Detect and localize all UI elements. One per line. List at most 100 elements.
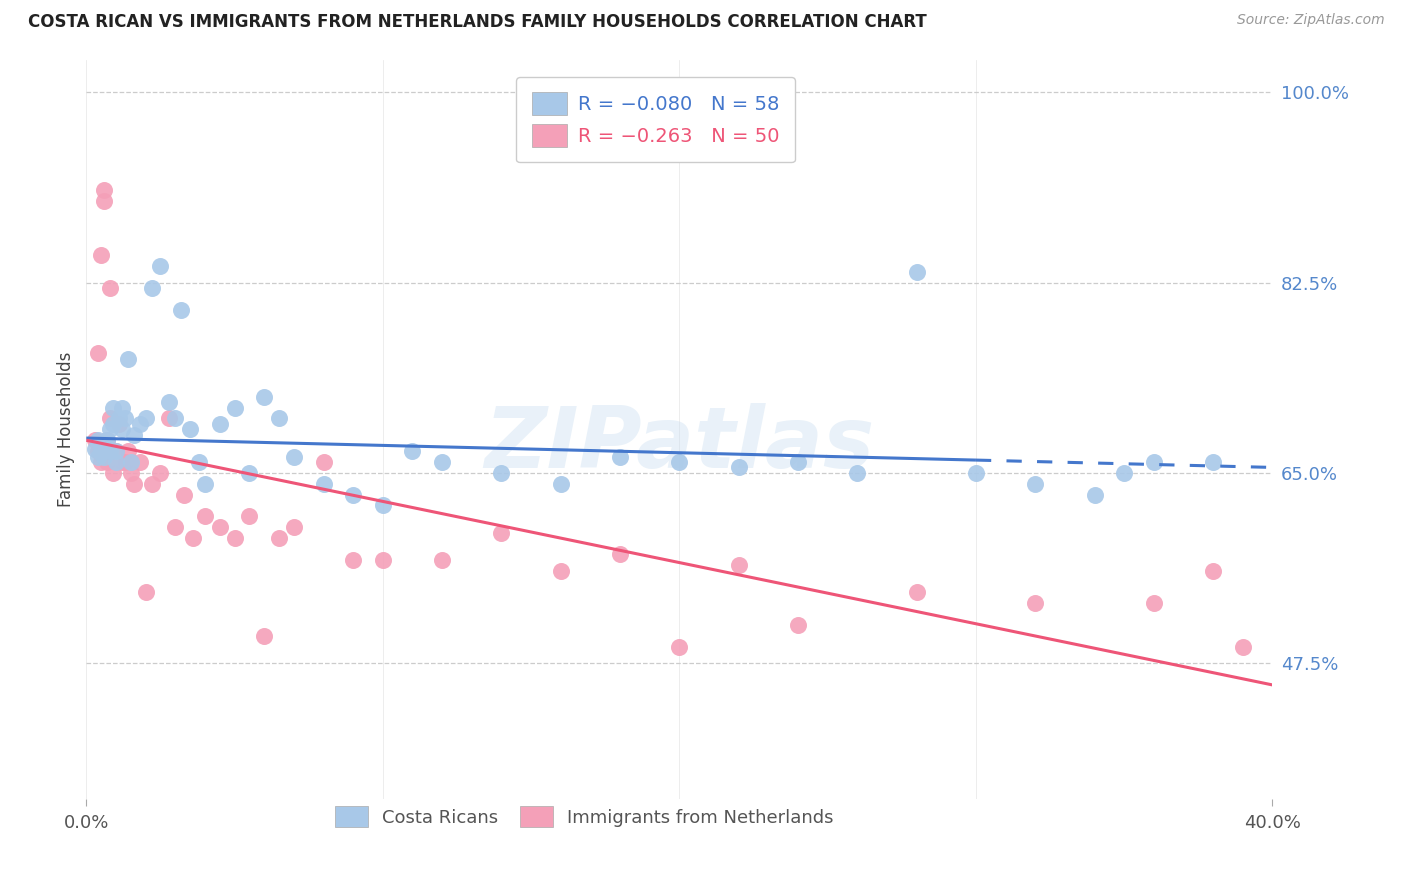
- Point: [98, 422, 121, 436]
- Point: [128, 417, 150, 431]
- Point: [208, 417, 231, 431]
- Point: [609, 450, 631, 464]
- Point: [101, 417, 124, 431]
- Point: [93, 450, 115, 464]
- Point: [905, 585, 928, 599]
- Point: [312, 455, 335, 469]
- Point: [149, 259, 172, 273]
- Point: [1024, 596, 1046, 610]
- Point: [149, 466, 172, 480]
- Point: [108, 417, 131, 431]
- Point: [93, 183, 115, 197]
- Text: Source: ZipAtlas.com: Source: ZipAtlas.com: [1237, 13, 1385, 28]
- Point: [1202, 564, 1225, 578]
- Point: [96, 434, 118, 448]
- Point: [253, 390, 276, 404]
- Point: [87, 450, 110, 464]
- Point: [90, 439, 112, 453]
- Point: [141, 281, 163, 295]
- Y-axis label: Family Households: Family Households: [58, 351, 75, 507]
- Point: [179, 422, 201, 436]
- Point: [609, 548, 631, 562]
- Point: [104, 444, 127, 458]
- Legend: Costa Ricans, Immigrants from Netherlands: Costa Ricans, Immigrants from Netherland…: [328, 799, 841, 834]
- Point: [90, 455, 112, 469]
- Point: [90, 444, 112, 458]
- Point: [111, 422, 134, 436]
- Point: [114, 455, 136, 469]
- Point: [668, 640, 690, 654]
- Text: ZIPatlas: ZIPatlas: [484, 402, 875, 485]
- Point: [224, 401, 246, 415]
- Point: [84, 442, 107, 456]
- Point: [120, 455, 142, 469]
- Point: [253, 629, 276, 643]
- Point: [122, 476, 145, 491]
- Point: [1083, 487, 1105, 501]
- Point: [87, 434, 110, 448]
- Point: [96, 434, 118, 448]
- Point: [1024, 476, 1046, 491]
- Point: [267, 531, 290, 545]
- Point: [181, 531, 204, 545]
- Point: [117, 351, 139, 366]
- Point: [135, 411, 157, 425]
- Point: [135, 585, 157, 599]
- Point: [173, 487, 195, 501]
- Point: [128, 455, 150, 469]
- Point: [96, 442, 118, 456]
- Point: [312, 476, 335, 491]
- Point: [905, 265, 928, 279]
- Point: [491, 466, 513, 480]
- Point: [104, 455, 127, 469]
- Point: [787, 618, 810, 632]
- Point: [491, 525, 513, 540]
- Point: [727, 558, 749, 573]
- Point: [371, 553, 394, 567]
- Point: [1143, 455, 1166, 469]
- Point: [114, 411, 136, 425]
- Point: [283, 450, 305, 464]
- Point: [1202, 455, 1225, 469]
- Point: [165, 411, 187, 425]
- Point: [727, 460, 749, 475]
- Point: [283, 520, 305, 534]
- Point: [1232, 640, 1254, 654]
- Point: [98, 411, 121, 425]
- Point: [87, 346, 110, 360]
- Point: [108, 411, 131, 425]
- Point: [90, 248, 112, 262]
- Point: [90, 446, 112, 460]
- Point: [342, 487, 364, 501]
- Point: [117, 444, 139, 458]
- Point: [267, 411, 290, 425]
- Point: [371, 499, 394, 513]
- Point: [157, 395, 180, 409]
- Text: COSTA RICAN VS IMMIGRANTS FROM NETHERLANDS FAMILY HOUSEHOLDS CORRELATION CHART: COSTA RICAN VS IMMIGRANTS FROM NETHERLAN…: [28, 13, 927, 31]
- Point: [1114, 466, 1136, 480]
- Point: [550, 564, 572, 578]
- Point: [430, 455, 453, 469]
- Point: [98, 444, 121, 458]
- Point: [787, 455, 810, 469]
- Point: [188, 455, 211, 469]
- Point: [170, 302, 193, 317]
- Point: [846, 466, 869, 480]
- Point: [238, 466, 260, 480]
- Point: [111, 455, 134, 469]
- Point: [84, 434, 107, 448]
- Point: [165, 520, 187, 534]
- Point: [194, 509, 217, 524]
- Point: [141, 476, 163, 491]
- Point: [238, 509, 260, 524]
- Point: [157, 411, 180, 425]
- Point: [111, 401, 134, 415]
- Point: [224, 531, 246, 545]
- Point: [98, 281, 121, 295]
- Point: [550, 476, 572, 491]
- Point: [668, 455, 690, 469]
- Point: [342, 553, 364, 567]
- Point: [120, 466, 142, 480]
- Point: [208, 520, 231, 534]
- Point: [401, 444, 423, 458]
